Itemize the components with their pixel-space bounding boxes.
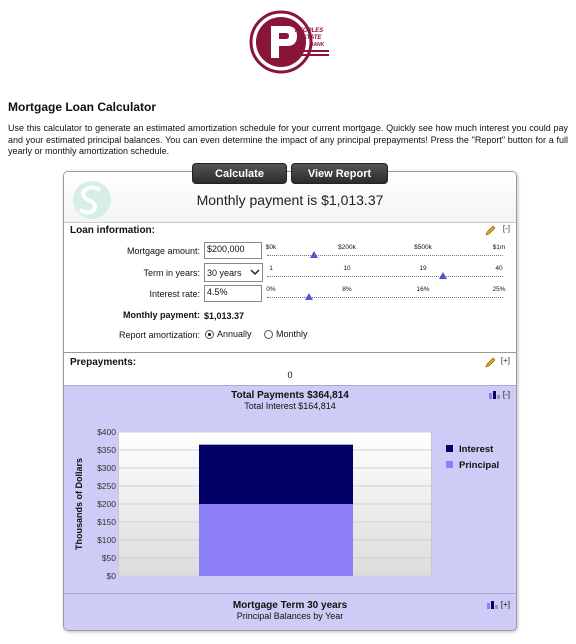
interest-rate-label: Interest rate: (149, 289, 200, 299)
y-axis-label: Thousands of Dollars (74, 458, 84, 550)
loan-info-header: Loan information: [-] (64, 222, 516, 240)
y-tick-label: $250 (97, 481, 116, 491)
bar-chart-icon[interactable] (486, 600, 499, 609)
view-report-button[interactable]: View Report (291, 163, 388, 184)
y-tick-label: $350 (97, 445, 116, 455)
mortgage-amount-slider[interactable]: $0k $200k $500k $1m (265, 244, 506, 262)
y-tick-label: $400 (97, 427, 116, 437)
pencil-icon[interactable] (485, 357, 496, 368)
term-slider-tick-label: 40 (495, 265, 503, 272)
rate-slider-tick-label: 16% (416, 286, 430, 293)
radio-monthly-dot[interactable] (264, 329, 273, 339)
y-tick-label: $50 (102, 553, 116, 563)
radio-annually-label: Annually (217, 329, 252, 339)
mortgage-slider-tick-label: $500k (414, 244, 432, 251)
term-slider-tick-label: 19 (419, 265, 427, 272)
term-subtitle: Principal Balances by Year (236, 611, 344, 621)
rate-slider-ticks: 0% 8% 16% 25% (266, 286, 506, 294)
bar-principal (199, 504, 353, 576)
rate-slider-track[interactable] (267, 297, 503, 298)
chart-subtitle: Total Interest $164,814 (244, 401, 336, 411)
logo-line-2: STATE (303, 35, 323, 41)
mortgage-slider-tick-label: $200k (338, 244, 356, 251)
total-payments-chart-section: Total Payments $364,814 Total Interest $… (64, 385, 516, 593)
mortgage-amount-input[interactable]: $200,000 (204, 242, 262, 259)
bar-chart-icon[interactable] (488, 390, 501, 399)
mortgage-slider-track[interactable] (267, 255, 503, 256)
chart-collapse-toggle[interactable]: [-] (502, 390, 510, 399)
term-slider-thumb[interactable] (438, 272, 447, 279)
prepayments-title: Prepayments: (70, 357, 137, 368)
term-select[interactable]: 30 years (204, 263, 263, 282)
mortgage-amount-label: Mortgage amount: (126, 246, 200, 256)
y-tick-label: $0 (107, 571, 117, 581)
radio-annually-dot[interactable] (205, 329, 214, 339)
logo-line-3: BANK (310, 42, 325, 48)
mortgage-slider-tick-label: $0k (265, 244, 277, 251)
prepayments-section: Prepayments: [+] 0 (64, 352, 516, 385)
monthly-payment-value: $1,013.37 (204, 311, 245, 321)
bar-interest (199, 444, 353, 504)
page-title: Mortgage Loan Calculator (8, 100, 157, 114)
prepayments-count: 0 (287, 370, 293, 380)
monthly-payment-headline: Monthly payment is $1,013.37 (196, 192, 384, 208)
rate-slider-tick-label: 25% (492, 286, 506, 293)
radio-monthly-label: Monthly (276, 329, 308, 339)
mortgage-slider-ticks: $0k $200k $500k $1m (265, 244, 506, 252)
rate-slider-tick-label: 8% (342, 286, 352, 293)
bank-logo-icon: PEOPLES STATE BANK (249, 10, 329, 74)
radio-annually[interactable]: Annually (205, 329, 252, 339)
term-select-value: 30 years (207, 267, 242, 278)
term-slider-tick-label: 1 (269, 265, 273, 272)
legend-label-principal: Principal (459, 460, 499, 471)
term-expand-toggle[interactable]: [+] (500, 600, 510, 609)
term-label: Term in years: (143, 268, 200, 278)
legend-swatch-interest (446, 445, 453, 452)
rate-slider-tick-label: 0% (266, 286, 276, 293)
term-slider[interactable]: 1 10 19 40 (267, 265, 503, 283)
calculate-button[interactable]: Calculate (192, 163, 287, 184)
calculator-watermark-icon (73, 181, 111, 219)
term-tools: [+] (486, 600, 510, 609)
y-tick-label: $200 (97, 499, 116, 509)
loan-info-title: Loan information: (70, 225, 155, 236)
radio-monthly[interactable]: Monthly (264, 329, 308, 339)
pencil-icon[interactable] (485, 225, 496, 236)
mortgage-slider-tick-label: $1m (492, 244, 506, 251)
term-slider-track[interactable] (267, 276, 503, 277)
interest-rate-slider[interactable]: 0% 8% 16% 25% (266, 286, 506, 304)
mortgage-term-section: Mortgage Term 30 years Principal Balance… (64, 593, 516, 630)
y-tick-label: $150 (97, 517, 116, 527)
peoples-state-bank-logo: PEOPLES STATE BANK (249, 10, 331, 74)
prepayments-expand-toggle[interactable]: [+] (500, 356, 510, 365)
y-tick-label: $300 (97, 463, 116, 473)
intro-text: Use this calculator to generate an estim… (8, 123, 568, 156)
term-slider-tick-label: 10 (343, 265, 351, 272)
chart-tools: [-] (488, 390, 510, 399)
y-tick-label: $100 (97, 535, 116, 545)
mortgage-slider-thumb[interactable] (310, 251, 319, 258)
logo-line-1: PEOPLES (295, 28, 323, 34)
report-amortization-label: Report amortization: (118, 330, 200, 340)
total-payments-chart: $0 $50 $100 $150 $200 $250 $300 $350 $400 Thousan… (74, 427, 499, 581)
rate-slider-thumb[interactable] (305, 293, 314, 300)
term-title: Mortgage Term 30 years (232, 600, 348, 611)
interest-rate-input[interactable]: 4.5% (204, 285, 262, 302)
monthly-payment-label: Monthly payment: (122, 310, 200, 320)
legend-swatch-principal (446, 461, 453, 468)
calculator-panel: Monthly payment is $1,013.37 Loan inform… (63, 171, 517, 631)
term-slider-ticks: 1 10 19 40 (267, 265, 503, 273)
chevron-down-icon (250, 269, 260, 276)
legend-label-interest: Interest (459, 444, 494, 455)
calculator-header: Monthly payment is $1,013.37 (64, 172, 516, 222)
chart-title: Total Payments $364,814 (231, 390, 349, 401)
loan-info-collapse-toggle[interactable]: [-] (502, 224, 510, 233)
